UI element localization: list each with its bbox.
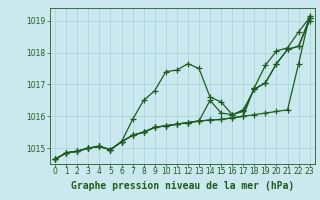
- X-axis label: Graphe pression niveau de la mer (hPa): Graphe pression niveau de la mer (hPa): [71, 181, 294, 191]
